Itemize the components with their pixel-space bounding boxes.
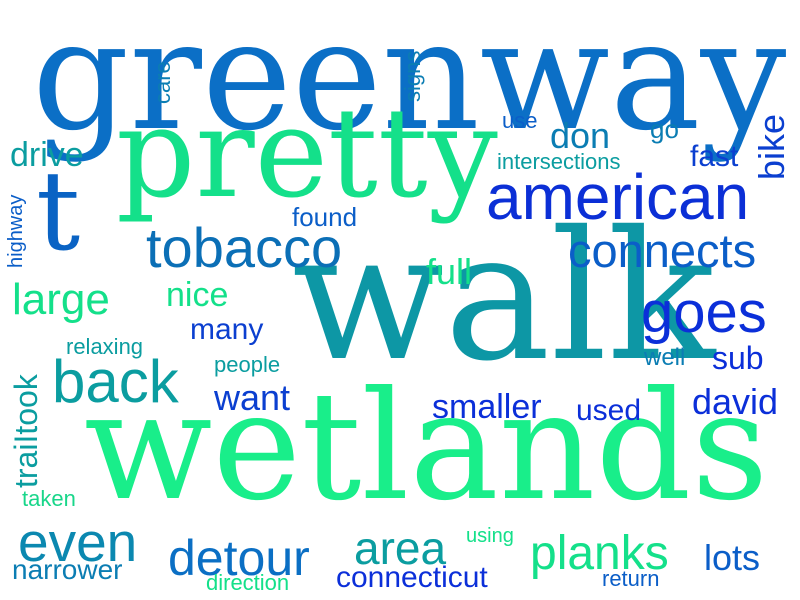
word-don: don	[550, 115, 611, 156]
word-greenway: greenway	[32, 0, 787, 164]
word-back: back	[52, 348, 179, 415]
word-planks: planks	[530, 527, 669, 580]
word-pretty: pretty	[116, 82, 498, 226]
word-using: using	[466, 525, 514, 547]
word-lots: lots	[704, 537, 761, 578]
word-tobacco: tobacco	[146, 216, 343, 279]
word-taken: taken	[22, 486, 76, 511]
word-people: people	[214, 352, 281, 377]
word-direction: direction	[206, 570, 290, 595]
word-nice: nice	[166, 276, 229, 314]
word-goes: goes	[641, 280, 767, 345]
word-full: full	[426, 251, 473, 292]
word-walk: walk	[292, 193, 716, 400]
word-return: return	[602, 566, 660, 591]
word-connects: connects	[568, 224, 757, 277]
word-sub: sub	[712, 340, 764, 376]
word-used: used	[576, 394, 642, 427]
word-want: want	[214, 377, 291, 418]
word-fast: fast	[690, 140, 739, 173]
word-american: american	[486, 161, 750, 233]
word-signs: signs	[400, 50, 425, 102]
word-david: david	[692, 381, 779, 422]
word-relaxing: relaxing	[66, 334, 144, 359]
word-found: found	[292, 202, 358, 232]
word-area: area	[354, 522, 447, 574]
word-wetlands: wetlands	[84, 360, 769, 534]
word-well: well	[644, 344, 686, 371]
word-smaller: smaller	[432, 388, 542, 426]
word-many: many	[190, 313, 264, 346]
word-use: use	[502, 108, 538, 133]
word-even: even	[18, 511, 138, 573]
word-go: go	[650, 114, 679, 144]
word-intersections: intersections	[497, 149, 621, 174]
word-detour: detour	[168, 530, 310, 586]
word-t: t	[36, 147, 81, 275]
word-connecticut: connecticut	[336, 561, 488, 594]
word-care: care	[150, 61, 175, 104]
word-large: large	[12, 275, 110, 324]
word-highway: highway	[5, 194, 27, 268]
word-narrower: narrower	[12, 554, 123, 585]
word-bike: bike	[751, 113, 792, 180]
word-traiItook: traiItook	[8, 374, 44, 488]
word-drive: drive	[10, 136, 84, 174]
